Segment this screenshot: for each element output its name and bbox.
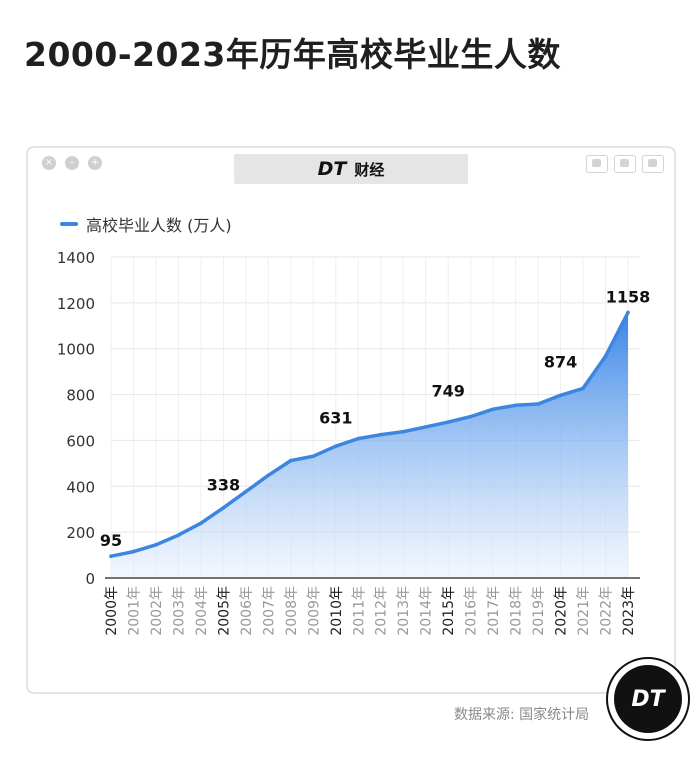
data-point bbox=[423, 425, 428, 429]
data-label: 95 bbox=[100, 531, 122, 550]
data-point bbox=[176, 533, 181, 537]
y-tick-label: 400 bbox=[66, 478, 95, 496]
data-point bbox=[289, 458, 293, 463]
x-tick-label: 2007年 bbox=[261, 586, 277, 636]
data-point bbox=[468, 414, 473, 419]
data-label: 1158 bbox=[606, 287, 651, 306]
x-tick-label: 2010年 bbox=[329, 586, 345, 636]
data-point bbox=[154, 542, 158, 547]
page-title: 2000-2023年历年高校毕业生人数 bbox=[24, 35, 561, 74]
share-icon[interactable] bbox=[614, 155, 636, 173]
y-tick-label: 0 bbox=[85, 570, 95, 588]
data-point bbox=[131, 549, 136, 554]
x-tick-label: 2004年 bbox=[194, 586, 210, 636]
y-tick-label: 600 bbox=[66, 432, 95, 450]
minimize-icon[interactable]: – bbox=[65, 156, 79, 170]
data-point bbox=[356, 436, 361, 441]
x-tick-label: 2017年 bbox=[486, 586, 502, 636]
data-point bbox=[491, 407, 495, 412]
x-tick-label: 2009年 bbox=[306, 586, 322, 636]
dt-logo-text: DT bbox=[614, 665, 682, 733]
x-tick-label: 2016年 bbox=[464, 586, 480, 636]
y-tick-label: 200 bbox=[66, 524, 95, 542]
data-point bbox=[311, 454, 316, 459]
x-tick-label: 2014年 bbox=[419, 586, 435, 636]
x-tick-label: 2001年 bbox=[126, 586, 142, 636]
data-label: 874 bbox=[544, 353, 577, 372]
record-icon[interactable] bbox=[586, 155, 608, 173]
series-line bbox=[109, 310, 630, 558]
x-tick-label: 2015年 bbox=[441, 586, 457, 636]
x-tick-label: 2019年 bbox=[531, 586, 547, 636]
data-point bbox=[333, 444, 338, 448]
data-point bbox=[536, 402, 540, 406]
x-tick-label: 2008年 bbox=[284, 586, 300, 636]
dt-logo: DT bbox=[606, 657, 690, 741]
data-point bbox=[244, 489, 248, 494]
x-tick-label: 2013年 bbox=[396, 586, 412, 636]
y-tick-label: 800 bbox=[66, 387, 95, 405]
data-point bbox=[109, 554, 113, 559]
data-point bbox=[558, 393, 563, 398]
y-tick-label: 1200 bbox=[57, 295, 95, 313]
chart-legend: 高校毕业人数 (万人) bbox=[60, 212, 232, 236]
brand-dt-text: DT bbox=[317, 158, 347, 180]
data-point bbox=[603, 354, 608, 359]
x-tick-label: 2022年 bbox=[599, 586, 615, 636]
data-label: 749 bbox=[431, 381, 464, 400]
data-point bbox=[378, 432, 383, 437]
x-tick-label: 2018年 bbox=[509, 586, 525, 636]
x-tick-label: 2002年 bbox=[149, 586, 165, 636]
data-point bbox=[626, 310, 630, 315]
y-tick-label: 1400 bbox=[57, 249, 95, 267]
x-tick-label: 2020年 bbox=[554, 586, 570, 636]
data-source: 数据来源: 国家统计局 bbox=[454, 707, 590, 723]
series-area bbox=[111, 312, 628, 578]
x-tick-label: 2012年 bbox=[374, 586, 390, 636]
data-point bbox=[266, 473, 271, 478]
window-controls: × – + bbox=[42, 156, 102, 170]
x-tick-label: 2006年 bbox=[239, 586, 255, 636]
expand-icon[interactable] bbox=[642, 155, 664, 173]
x-tick-label: 2005年 bbox=[216, 586, 232, 636]
legend-label: 高校毕业人数 (万人) bbox=[86, 216, 232, 235]
x-tick-label: 2003年 bbox=[171, 586, 187, 636]
brand-name: 财经 bbox=[354, 160, 385, 179]
x-tick-label: 2021年 bbox=[576, 586, 592, 636]
window-title-bar: DT 财经 bbox=[234, 154, 468, 184]
window-tools bbox=[586, 155, 664, 173]
data-point bbox=[513, 403, 518, 408]
x-tick-label: 2023年 bbox=[621, 586, 637, 636]
x-tick-label: 2000年 bbox=[104, 586, 120, 636]
data-point bbox=[446, 420, 450, 424]
x-tick-label: 2011年 bbox=[351, 586, 367, 636]
data-point bbox=[221, 506, 226, 510]
zoom-icon[interactable]: + bbox=[88, 156, 102, 170]
data-label: 338 bbox=[207, 476, 240, 495]
data-point bbox=[199, 521, 203, 526]
data-label: 631 bbox=[319, 408, 352, 427]
data-point bbox=[581, 386, 585, 391]
data-point bbox=[401, 429, 406, 434]
close-icon[interactable]: × bbox=[42, 156, 56, 170]
y-tick-label: 1000 bbox=[57, 341, 95, 359]
legend-line-swatch bbox=[60, 222, 78, 226]
